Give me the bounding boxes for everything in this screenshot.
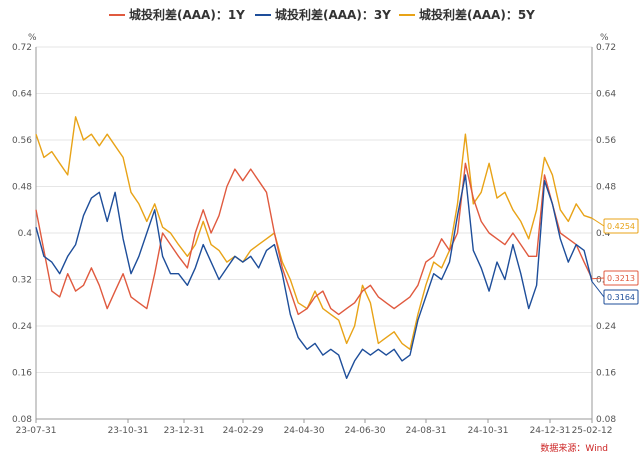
gridlines bbox=[36, 46, 592, 420]
legend-entry: 城投利差(AAA)：5Y bbox=[419, 7, 535, 22]
x-tick-label: 24-06-30 bbox=[345, 426, 386, 436]
y-tick-label-left: 0.56 bbox=[12, 136, 32, 146]
end-label-value: 0.3164 bbox=[607, 293, 635, 302]
series-lines bbox=[35, 116, 593, 379]
x-tick-label: 24-02-29 bbox=[223, 426, 264, 436]
source-note: 数据来源：Wind bbox=[540, 442, 608, 454]
x-tick-label: 24-08-31 bbox=[406, 426, 447, 436]
legend-entry: 城投利差(AAA)：1Y bbox=[129, 7, 245, 22]
end-label-pointer bbox=[591, 281, 605, 298]
x-tick-label: 23-07-31 bbox=[16, 426, 57, 436]
series-line-5y bbox=[35, 116, 593, 350]
legend-entry: 城投利差(AAA)：3Y bbox=[275, 7, 391, 22]
y-tick-label-left: 0.64 bbox=[12, 90, 32, 100]
end-labels: 0.3213 0.3164 0.4254 bbox=[591, 217, 639, 305]
y-tick-label-right: 0.4 bbox=[596, 229, 611, 239]
right-unit-label: % bbox=[600, 33, 609, 43]
x-tick-label: 24-04-30 bbox=[284, 426, 325, 436]
x-tick-label: 24-10-31 bbox=[468, 426, 509, 436]
y-tick-label-left: 0.4 bbox=[18, 229, 33, 239]
end-label-pointer bbox=[591, 217, 605, 227]
y-tick-label-right: 0.24 bbox=[596, 322, 616, 332]
y-tick-label-left: 0.16 bbox=[12, 369, 32, 379]
end-label-pointer bbox=[591, 277, 605, 280]
axes: 0.72 0.72 0.64 0.64 0.56 0.56 0.48 0.48 0.4 0.4 0.… bbox=[12, 43, 616, 436]
end-label-value: 0.3213 bbox=[607, 274, 635, 283]
y-tick-label-right: 0.64 bbox=[596, 90, 616, 100]
y-tick-label-right: 0.48 bbox=[596, 183, 616, 193]
y-tick-label-right: 0.56 bbox=[596, 136, 616, 146]
y-tick-label-left: 0.48 bbox=[12, 183, 32, 193]
left-unit-label: % bbox=[28, 33, 37, 43]
end-label-value: 0.4254 bbox=[607, 222, 635, 231]
x-tick-label: 24-12-31 bbox=[530, 426, 571, 436]
y-tick-label-left: 0.24 bbox=[12, 322, 32, 332]
x-tick-label: 23-12-31 bbox=[164, 426, 205, 436]
x-tick-label: 25-02-12 bbox=[572, 426, 613, 436]
y-tick-label-left: 0.08 bbox=[12, 415, 32, 425]
x-tick-label: 23-10-31 bbox=[108, 426, 149, 436]
y-tick-label-right: 0.72 bbox=[596, 43, 616, 53]
end-label-box bbox=[603, 270, 639, 286]
y-tick-label-right: 0.16 bbox=[596, 369, 616, 379]
series-line-3y bbox=[35, 174, 593, 379]
legend: 城投利差(AAA)：1Y 城投利差(AAA)：3Y 城投利差(AAA)：5Y bbox=[109, 7, 535, 22]
series-line-1y bbox=[35, 162, 593, 316]
y-tick-label-right: 0.08 bbox=[596, 415, 616, 425]
y-tick-label-left: 0.72 bbox=[12, 43, 32, 53]
y-tick-label-left: 0.32 bbox=[12, 276, 32, 286]
end-label-box bbox=[603, 218, 639, 234]
end-label-box bbox=[603, 289, 639, 305]
